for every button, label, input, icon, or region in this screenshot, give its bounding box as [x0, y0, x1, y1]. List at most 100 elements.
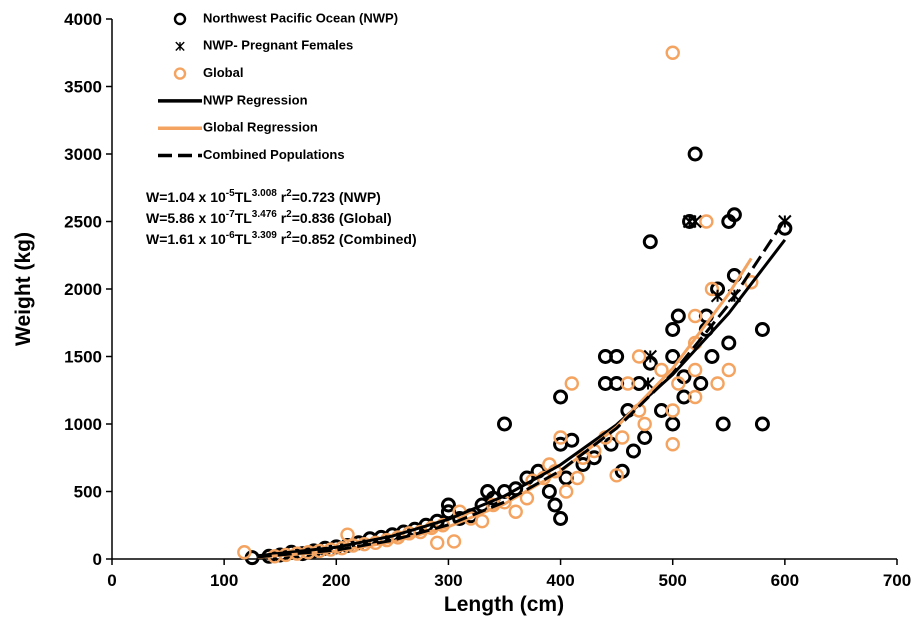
scatter-point — [558, 484, 574, 499]
scatter-point — [670, 308, 686, 324]
scatter-point — [440, 497, 456, 513]
scatter-point — [687, 389, 703, 405]
scatter-point — [575, 457, 591, 472]
star-marker — [641, 376, 655, 391]
regression-line — [257, 238, 787, 558]
scatter-point — [570, 470, 585, 486]
scatter-point — [687, 146, 703, 162]
y-tick-label: 3500 — [64, 78, 102, 97]
scatter-point — [237, 545, 252, 560]
x-tick-label: 200 — [322, 571, 350, 590]
y-tick-label: 500 — [74, 483, 102, 502]
scatter-point — [687, 308, 703, 324]
star-marker — [710, 289, 725, 303]
regression-line — [257, 218, 787, 559]
equation-part: TL — [235, 210, 253, 226]
equation-part: =0.852 (Combined) — [292, 231, 417, 247]
star-marker — [175, 41, 185, 51]
scatter-point — [553, 511, 569, 526]
scatter-point — [430, 535, 445, 550]
scatter-point — [665, 45, 680, 60]
equation-part: W=5.86 x 10 — [146, 210, 226, 226]
x-tick-label: 0 — [107, 571, 116, 590]
scatter-point — [642, 234, 658, 250]
y-tick-label: 1500 — [64, 348, 102, 367]
scatter-point — [625, 443, 641, 459]
scatter-point — [710, 376, 725, 391]
scatter-point — [704, 281, 720, 297]
scatter-point — [693, 376, 709, 391]
equation: W=5.86 x 10-7TL3.476 r2=0.836 (Global) — [146, 209, 392, 226]
legend: Northwest Pacific Ocean (NWP) NWP- Pregna… — [158, 10, 398, 162]
superscript: 3.309 — [252, 230, 277, 241]
equation-part: =0.836 (Global) — [292, 210, 392, 226]
equation-part: TL — [235, 231, 253, 247]
y-tick-label: 0 — [93, 550, 102, 569]
y-tick-label: 2500 — [64, 213, 102, 232]
scatter-point — [541, 484, 557, 499]
scatter-point — [699, 214, 714, 229]
superscript: 2 — [286, 188, 292, 199]
scatter-point — [687, 362, 703, 378]
superscript: -7 — [226, 209, 235, 220]
equation: W=1.61 x 10-6TL3.309 r2=0.852 (Combined) — [146, 230, 417, 247]
x-tick-label: 700 — [883, 571, 911, 590]
x-axis-title: Length (cm) — [444, 593, 564, 616]
scatter-point — [665, 349, 681, 364]
scatter-point — [665, 416, 681, 432]
scatter-point — [721, 362, 736, 378]
equation-part: W=1.61 x 10 — [146, 231, 226, 247]
equation-part: r — [277, 210, 287, 226]
equation-part: TL — [235, 189, 253, 205]
scatter-point — [754, 416, 770, 432]
scatter-point — [671, 376, 686, 391]
x-tick-label: 500 — [659, 571, 687, 590]
superscript: -5 — [226, 188, 235, 199]
equation-part: W=1.04 x 10 — [146, 189, 226, 205]
equation-part: =0.723 (NWP) — [292, 189, 381, 205]
scatter-point — [637, 416, 652, 432]
scatter-point — [553, 430, 568, 445]
legend-label: NWP Regression — [203, 92, 308, 107]
y-tick-label: 2000 — [64, 280, 102, 299]
superscript: 3.008 — [252, 188, 277, 199]
scatter-point — [665, 437, 680, 452]
superscript: 2 — [286, 209, 292, 220]
y-axis-title: Weight (kg) — [12, 232, 35, 346]
star-marker — [688, 214, 702, 229]
scatter-point — [609, 349, 625, 364]
x-tick-label: 600 — [771, 571, 799, 590]
scatter-point — [715, 416, 731, 432]
scatter-point — [615, 430, 630, 445]
scatter-point — [726, 207, 742, 223]
equation: W=1.04 x 10-5TL3.008 r2=0.723 (NWP) — [146, 188, 381, 205]
scatter-point — [547, 497, 563, 513]
legend-label: Global Regression — [203, 120, 318, 135]
superscript: -6 — [226, 230, 235, 241]
x-tick-label: 100 — [210, 571, 238, 590]
scatter-point — [508, 504, 523, 519]
y-tick-label: 4000 — [64, 10, 102, 29]
scatter-point — [665, 322, 681, 337]
x-tick-label: 300 — [434, 571, 462, 590]
x-tick-label: 400 — [546, 571, 574, 590]
legend-label: Northwest Pacific Ocean (NWP) — [203, 10, 398, 25]
superscript: 2 — [286, 230, 292, 241]
superscript: 3.476 — [252, 209, 277, 220]
scatter-point — [340, 527, 355, 542]
scatter-point — [665, 403, 680, 418]
scatter-point — [620, 376, 636, 391]
legend-marker — [173, 67, 187, 80]
equation-part: r — [277, 189, 287, 205]
scatter-point — [446, 534, 462, 549]
y-tick-label: 3000 — [64, 145, 102, 164]
scatter-point — [474, 514, 490, 529]
scatter-point — [564, 376, 579, 391]
scatter-point — [631, 349, 647, 364]
scatter-point — [553, 389, 569, 405]
legend-marker — [173, 12, 187, 26]
y-tick-label: 1000 — [64, 415, 102, 434]
scatter-point — [609, 468, 624, 483]
star-marker — [682, 214, 697, 229]
